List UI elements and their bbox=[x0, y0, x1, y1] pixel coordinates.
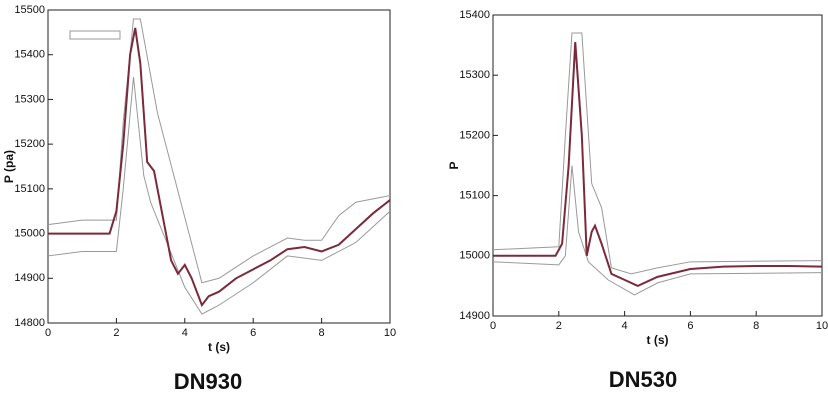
series-line bbox=[493, 42, 823, 287]
y-tick-label: 15100 bbox=[459, 190, 490, 202]
chart-title: DN530 bbox=[609, 367, 677, 392]
y-tick-label: 15400 bbox=[14, 49, 45, 61]
y-axis-label: P (pa) bbox=[2, 150, 16, 183]
chart-title: DN930 bbox=[174, 369, 242, 394]
x-axis-label: t (s) bbox=[647, 333, 669, 347]
y-tick-label: 15000 bbox=[459, 250, 490, 262]
y-tick-label: 15300 bbox=[459, 69, 490, 81]
y-tick-label: 14900 bbox=[459, 310, 490, 322]
x-tick-label: 4 bbox=[622, 320, 628, 332]
x-tick-label: 2 bbox=[113, 327, 119, 339]
plot-frame bbox=[492, 14, 823, 317]
y-tick-label: 15100 bbox=[14, 183, 45, 195]
y-tick-label: 15500 bbox=[14, 4, 45, 16]
x-tick-label: 2 bbox=[556, 320, 562, 332]
x-tick-label: 10 bbox=[384, 327, 396, 339]
series-line bbox=[47, 77, 391, 315]
x-tick-label: 4 bbox=[182, 327, 188, 339]
y-tick-label: 15300 bbox=[14, 93, 45, 105]
y-tick-label: 15400 bbox=[459, 9, 490, 21]
y-tick-label: 14900 bbox=[14, 272, 45, 284]
series-line bbox=[492, 32, 823, 275]
y-axis-label: P bbox=[447, 161, 461, 169]
series-line bbox=[48, 27, 391, 308]
x-tick-label: 10 bbox=[816, 320, 828, 332]
series-line bbox=[47, 18, 391, 284]
plot-frame bbox=[47, 9, 391, 324]
x-tick-label: 8 bbox=[319, 327, 325, 339]
y-tick-label: 14800 bbox=[14, 317, 45, 329]
x-tick-label: 0 bbox=[45, 327, 51, 339]
x-tick-label: 8 bbox=[753, 320, 759, 332]
x-tick-label: 6 bbox=[250, 327, 256, 339]
x-tick-label: 6 bbox=[687, 320, 693, 332]
x-tick-label: 0 bbox=[490, 320, 496, 332]
legend-box bbox=[69, 30, 121, 40]
y-tick-label: 15200 bbox=[459, 129, 490, 141]
x-axis-label: t (s) bbox=[208, 340, 230, 354]
series-line bbox=[492, 165, 823, 296]
y-tick-label: 15000 bbox=[14, 227, 45, 239]
y-tick-label: 15200 bbox=[14, 138, 45, 150]
